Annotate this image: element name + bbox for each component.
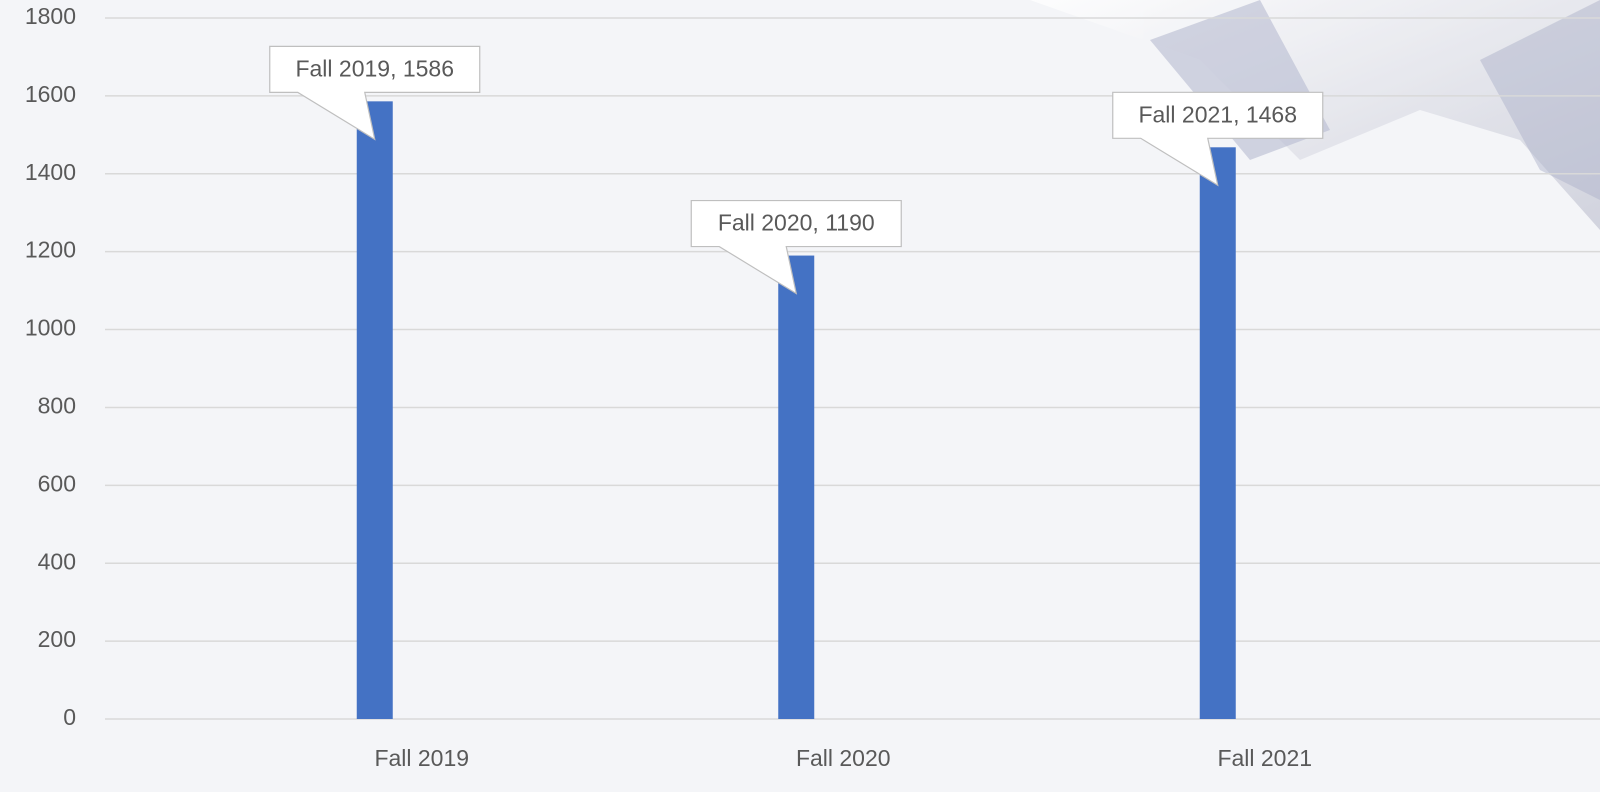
y-tick-label: 1800 <box>25 3 76 29</box>
x-tick-label: Fall 2019 <box>374 745 469 771</box>
y-tick-label: 600 <box>38 470 76 496</box>
data-label: Fall 2021, 1468 <box>1138 101 1297 127</box>
y-tick-label: 200 <box>38 626 76 652</box>
bar <box>778 255 815 720</box>
y-tick-label: 0 <box>63 704 76 730</box>
y-tick-label: 1000 <box>25 315 76 341</box>
y-tick-label: 1600 <box>25 81 76 107</box>
bar <box>356 101 393 719</box>
bar <box>1199 147 1236 720</box>
data-label: Fall 2020, 1190 <box>718 210 875 236</box>
grid: 0 200 400 600 800 1000 1200 1400 1600 1800 <box>25 3 1600 730</box>
data-label-callout <box>269 45 481 141</box>
data-label-callout <box>690 199 902 295</box>
y-tick-label: 400 <box>38 548 76 574</box>
y-tick-label: 1400 <box>25 159 76 185</box>
x-tick-label: Fall 2021 <box>1217 745 1312 771</box>
data-label-callout <box>1112 91 1324 187</box>
y-tick-label: 800 <box>38 393 76 419</box>
plot: Fall 2019, 1586 Fall 2020, 1190 Fall 2021,… <box>269 45 1324 720</box>
y-tick-label: 1200 <box>25 237 76 263</box>
data-label: Fall 2019, 1586 <box>295 55 454 81</box>
x-tick-label: Fall 2020 <box>796 745 891 771</box>
